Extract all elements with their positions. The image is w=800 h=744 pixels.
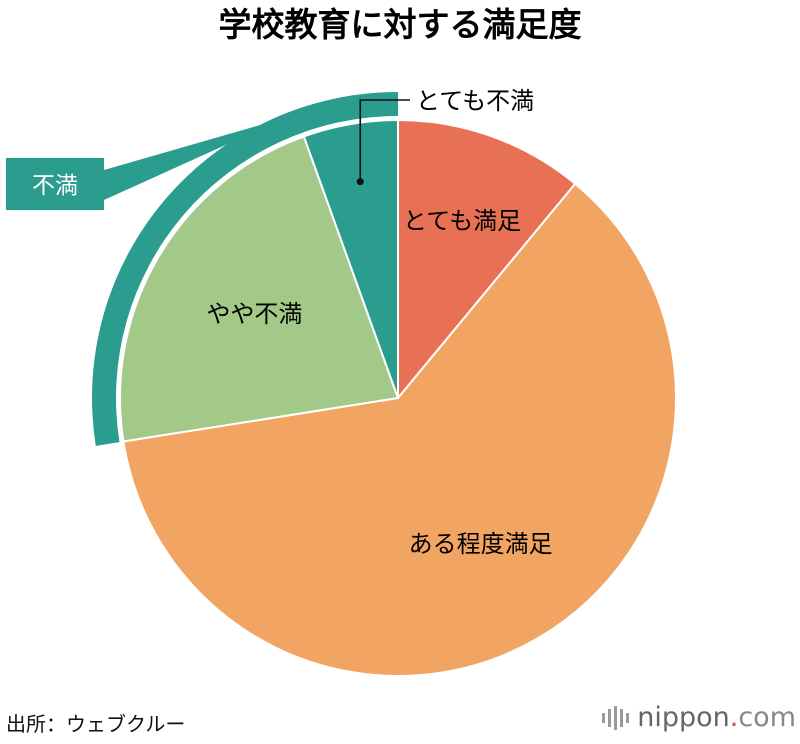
- slice-label-somewhat-satisfied: ある程度満足: [409, 530, 553, 558]
- slice-label-somewhat-dissatisfied: やや不満: [206, 300, 302, 328]
- group-badge-pointer: [104, 117, 286, 200]
- callout: とても不満: [356, 87, 534, 186]
- pie-slice-somewhat-dissatisfied: [119, 135, 400, 443]
- logo-mark-icon: [602, 705, 630, 731]
- pie-slice-very-satisfied: [397, 118, 577, 401]
- group-badge-box: [6, 158, 104, 210]
- pie-slice-somewhat-satisfied: [122, 182, 677, 677]
- callout-label-very-dissatisfied: とても不満: [416, 87, 534, 115]
- group-badge-label: 不満: [32, 173, 78, 199]
- slice-label-very-satisfied: とても満足: [403, 207, 521, 235]
- chart-title: 学校教育に対する満足度: [219, 5, 582, 44]
- group-badge: 不満: [6, 117, 286, 210]
- nippon-logo: nippon.com: [602, 702, 796, 733]
- callout-leader-line: [359, 99, 410, 182]
- pie-slice-very-dissatisfied: [302, 118, 399, 399]
- source-note: 出所：ウェブクルー: [6, 712, 186, 736]
